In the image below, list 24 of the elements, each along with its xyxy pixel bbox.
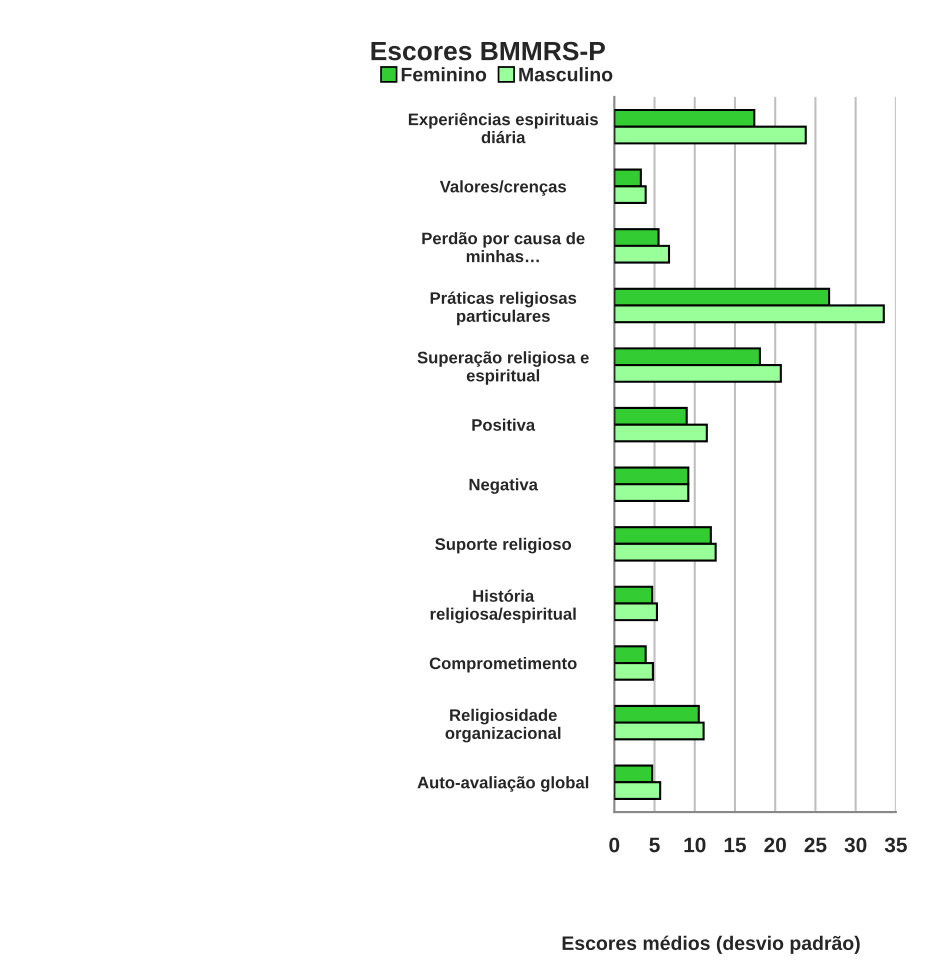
y-tick-label: Comprometimento [430, 657, 577, 673]
x-tick-label: 25 [804, 838, 826, 852]
legend-label: Masculino [519, 67, 612, 82]
x-tick-label: 20 [764, 838, 786, 852]
y-tick-label: Negativa [470, 478, 538, 494]
y-tick-label: Experiências espirituais diária [408, 112, 598, 144]
legend-label: Feminino [402, 67, 486, 82]
chart-title: Escores BMMRS-P [371, 42, 605, 60]
y-tick-label: Positiva [472, 418, 536, 431]
x-tick-label: 15 [724, 838, 746, 852]
y-tick-label: História religiosa/espiritual [430, 589, 576, 624]
x-tick-label: 10 [684, 838, 706, 852]
y-tick-label: Perdão por causa de minhas… [422, 232, 585, 262]
x-tick-label: 0 [609, 838, 620, 852]
y-tick-label: Valores/crenças [440, 180, 566, 196]
y-tick-label: Suporte religioso [435, 538, 572, 554]
x-tick-label: 30 [844, 838, 866, 852]
y-tick-label: Auto-avaliação global [417, 776, 588, 792]
x-axis-title: Escores médios (desvio padrão) [562, 936, 860, 954]
y-tick-label: Superação religiosa e espiritual [418, 351, 589, 385]
x-tick-label: 35 [884, 838, 907, 852]
x-tick-label: 5 [649, 838, 660, 852]
y-tick-label: Religiosidade organizacional [446, 708, 560, 742]
y-tick-label: Práticas religiosas particulares [430, 292, 576, 326]
